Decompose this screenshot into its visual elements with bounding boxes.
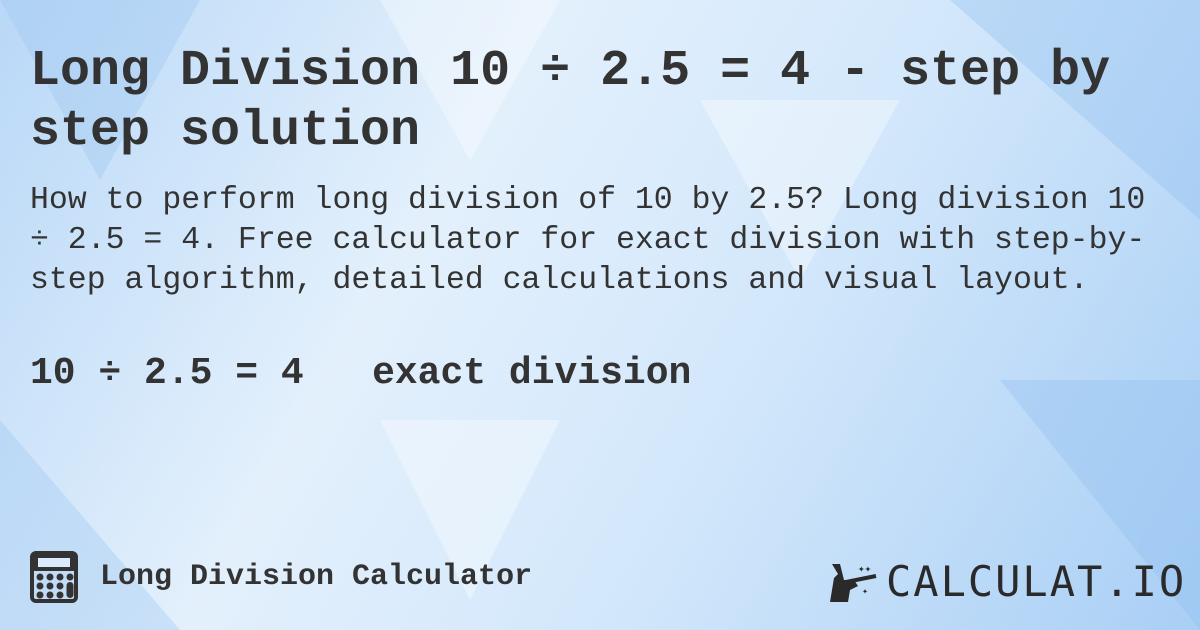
magic-hand-wand-icon: ✦✦ ✦ bbox=[830, 563, 877, 602]
result-type: exact division bbox=[372, 352, 692, 395]
logo-text: CALCULAT.IO bbox=[886, 557, 1187, 606]
calculator-icon bbox=[30, 551, 78, 603]
svg-text:✦✦: ✦✦ bbox=[858, 564, 872, 576]
calculat-io-logo[interactable]: ✦✦ ✦ CALCULAT.IO bbox=[828, 557, 1186, 606]
result-line: 10 ÷ 2.5 = 4 exact division bbox=[30, 352, 691, 395]
result-equation: 10 ÷ 2.5 = 4 bbox=[30, 352, 304, 395]
page-title: Long Division 10 ÷ 2.5 = 4 - step by ste… bbox=[30, 43, 1111, 160]
calculator-name: Long Division Calculator bbox=[100, 560, 533, 594]
description: How to perform long division of 10 by 2.… bbox=[30, 183, 1146, 298]
svg-text:✦: ✦ bbox=[862, 587, 868, 598]
